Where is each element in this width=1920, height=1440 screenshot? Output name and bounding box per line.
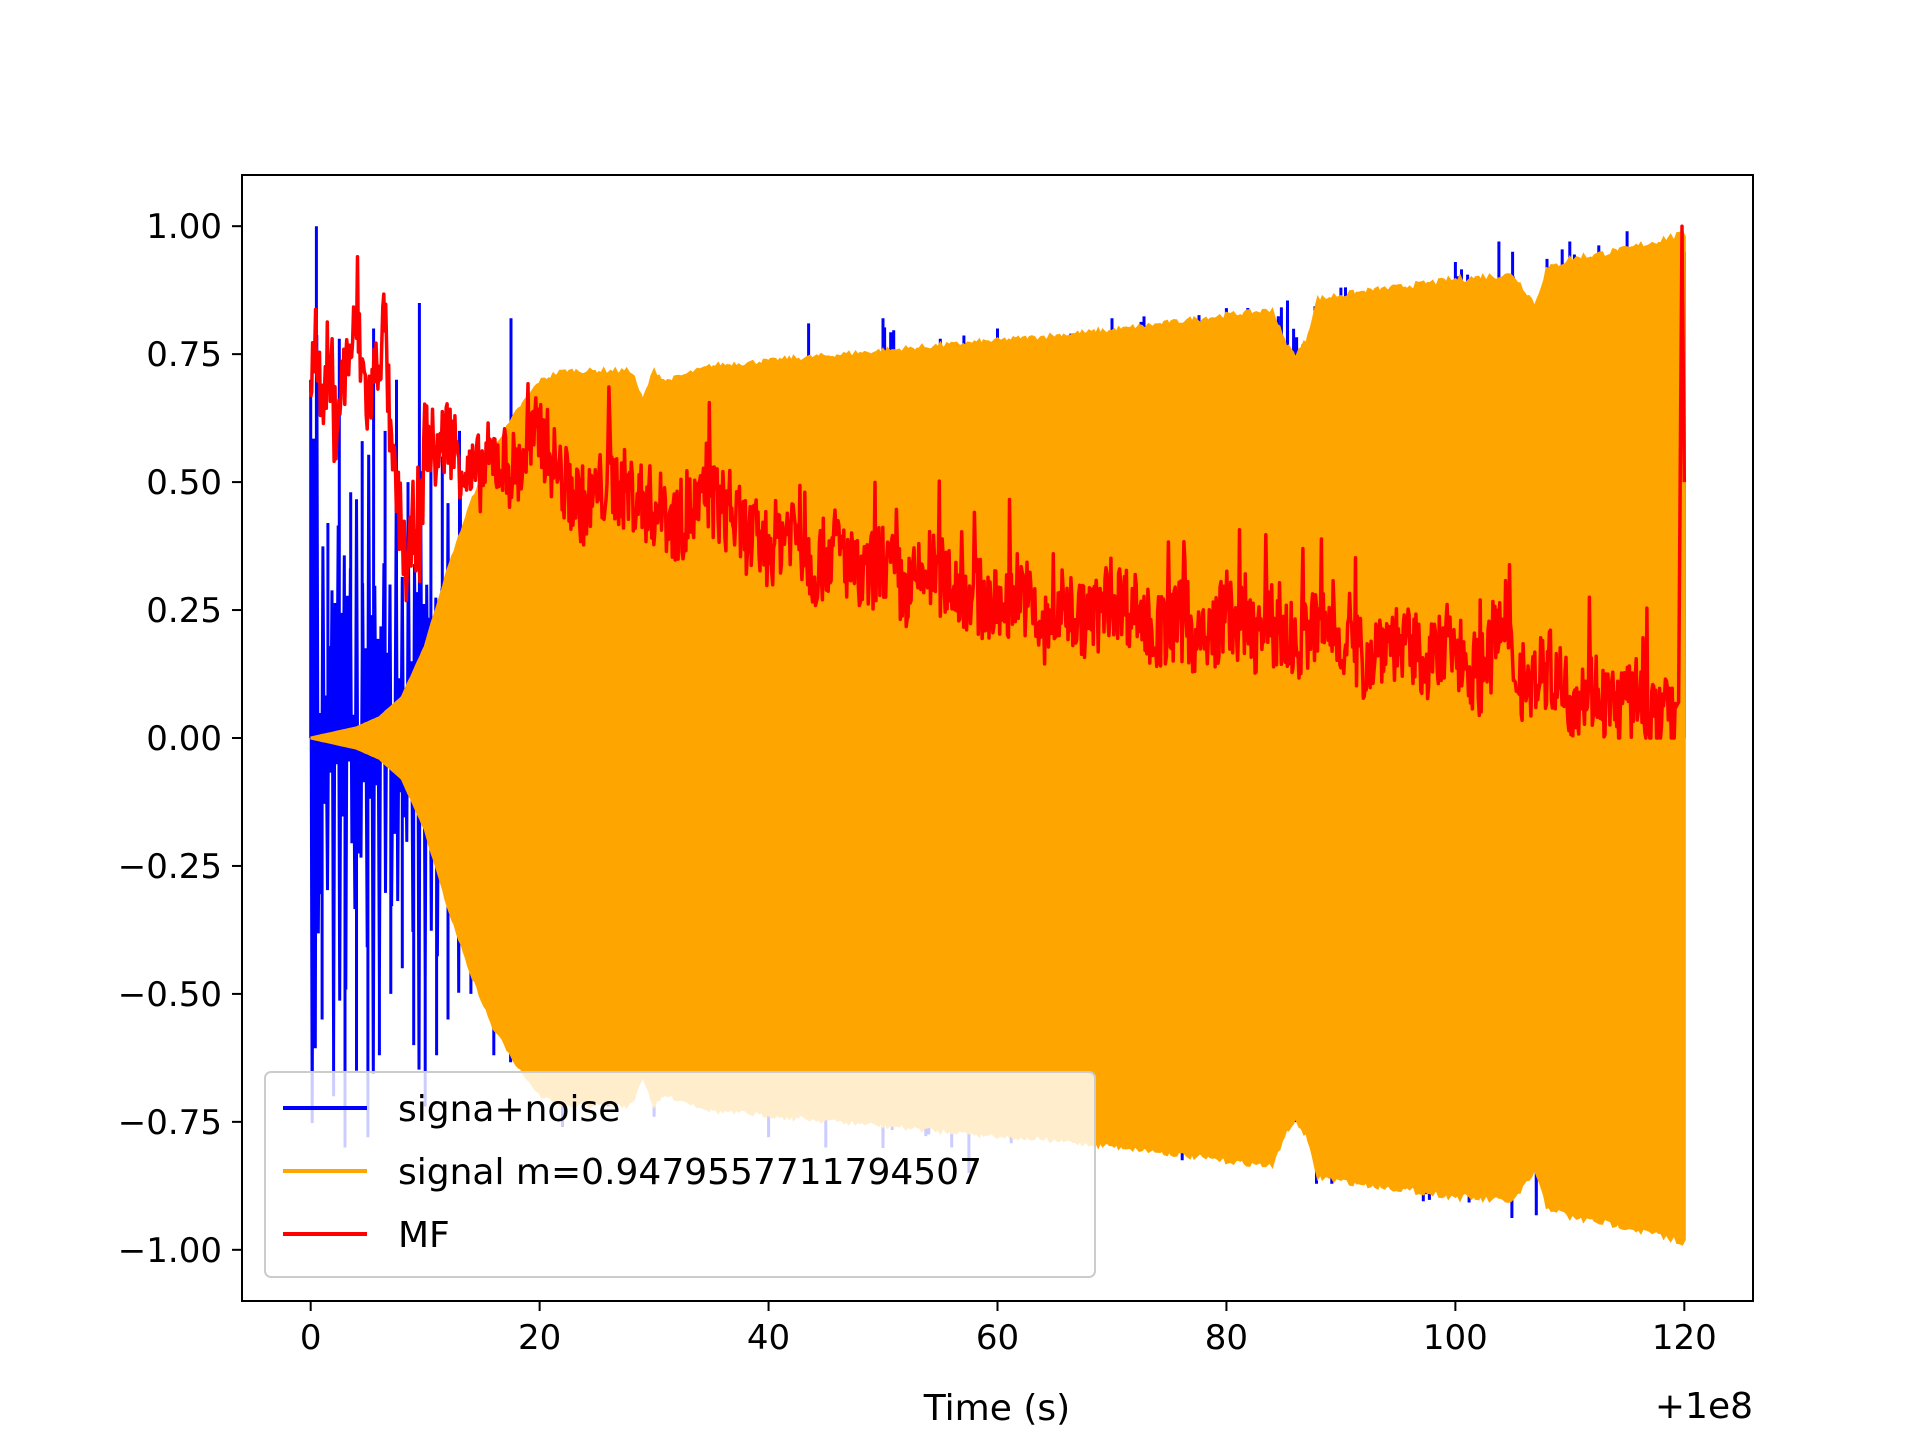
x-tick-label: 0 <box>300 1318 322 1358</box>
legend-box <box>264 1071 1096 1278</box>
x-tick-label: 40 <box>747 1318 790 1358</box>
x-tick-label: 20 <box>518 1318 561 1358</box>
y-tick-label: 0.50 <box>146 463 222 503</box>
series-mf-line <box>308 224 1687 740</box>
y-tick-label: 1.00 <box>146 207 222 247</box>
x-tick-label: 60 <box>976 1318 1019 1358</box>
x-axis-label: Time (s) <box>923 1388 1070 1429</box>
y-tick-label: 0.25 <box>146 591 222 631</box>
legend: signa+noise signal m=0.9479557711794507 MF <box>264 1071 1096 1278</box>
legend-entry-label: signal m=0.9479557711794507 <box>398 1152 982 1193</box>
x-tick-label: 120 <box>1652 1318 1717 1358</box>
y-tick-label: 0.75 <box>146 335 222 375</box>
x-tick-label: 80 <box>1205 1318 1248 1358</box>
y-axis: 1.00 0.75 0.50 0.25 0.00 −0.25 −0.50 −0.75 −1.00 <box>118 207 242 1271</box>
legend-entry-label: signa+noise <box>398 1089 620 1130</box>
y-tick-label: −0.25 <box>118 847 222 887</box>
y-tick-label: 0.00 <box>146 719 222 759</box>
y-tick-label: −0.50 <box>118 975 222 1015</box>
legend-entry-label: MF <box>398 1215 450 1256</box>
x-offset-label: +1e8 <box>1655 1386 1753 1427</box>
x-axis: 0 20 40 60 80 100 120 <box>300 1301 1717 1358</box>
y-tick-label: −1.00 <box>118 1231 222 1271</box>
x-tick-label: 100 <box>1423 1318 1488 1358</box>
y-tick-label: −0.75 <box>118 1103 222 1143</box>
